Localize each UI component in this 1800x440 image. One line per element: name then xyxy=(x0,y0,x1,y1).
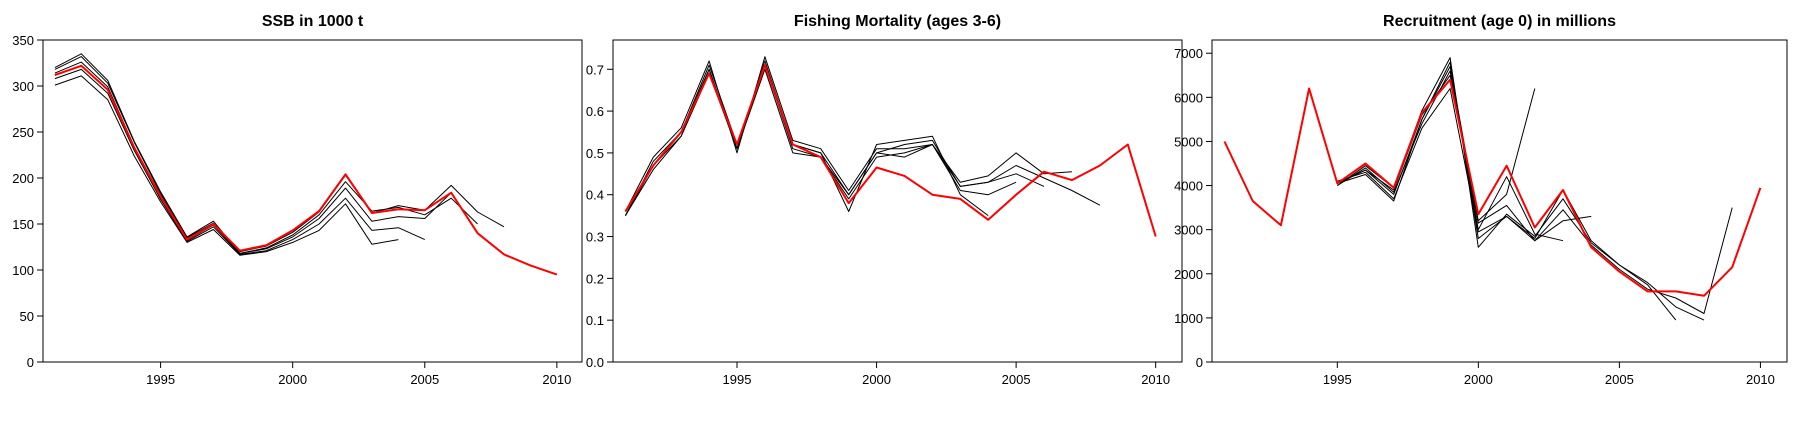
series-line-retro xyxy=(1337,74,1733,314)
series-line-retro xyxy=(1337,70,1564,242)
y-tick-label: 0.4 xyxy=(586,188,604,203)
y-tick-label: 300 xyxy=(12,79,34,94)
y-tick-label: 50 xyxy=(20,309,34,324)
y-tick-label: 0.5 xyxy=(586,146,604,161)
chart-title: SSB in 1000 t xyxy=(262,13,364,30)
chart-title: Recruitment (age 0) in millions xyxy=(1383,13,1616,30)
y-tick-label: 5000 xyxy=(1174,134,1203,149)
chart-2: Fishing Mortality (ages 3-6) 0.0 0.1 0.2 0.3… xyxy=(586,13,1183,387)
x-tick-label: 2010 xyxy=(542,372,571,387)
series-line-retro xyxy=(54,56,505,253)
y-tick-label: 0.6 xyxy=(586,104,604,119)
y-tick-label: 0.2 xyxy=(586,271,604,286)
y-tick-label: 7000 xyxy=(1174,46,1203,61)
y-tick-label: 1000 xyxy=(1174,311,1203,326)
series-line-retro xyxy=(624,56,1072,212)
series-line-retro xyxy=(624,60,1101,216)
x-tick-label: 1995 xyxy=(1323,372,1352,387)
series-line-current xyxy=(1223,78,1762,297)
series-line-retro xyxy=(54,53,478,254)
y-tick-label: 150 xyxy=(12,217,34,232)
y-tick-label: 4000 xyxy=(1174,179,1203,194)
series-line-retro xyxy=(624,64,1017,216)
x-tick-label: 2010 xyxy=(1746,372,1775,387)
x-tick-label: 2010 xyxy=(1141,372,1170,387)
x-tick-label: 1995 xyxy=(723,372,752,387)
series-line-retro xyxy=(624,64,989,217)
chart-3: Recruitment (age 0) in millions 0 1000 2000… xyxy=(1174,13,1788,387)
series-line-retro xyxy=(54,75,399,256)
chart-1: SSB in 1000 t 0 50 100 150 200 250 300 350 1995 20… xyxy=(12,13,583,387)
y-tick-label: 250 xyxy=(12,125,34,140)
series-line-retro xyxy=(54,61,452,254)
y-tick-label: 0 xyxy=(27,355,34,370)
series-line-retro xyxy=(54,68,426,255)
x-tick-label: 1995 xyxy=(146,372,175,387)
x-tick-label: 2005 xyxy=(1002,372,1031,387)
series-line-retro xyxy=(1337,88,1677,321)
y-tick-label: 0.0 xyxy=(586,355,604,370)
series-line-current xyxy=(624,64,1157,237)
y-tick-label: 0.7 xyxy=(586,62,604,77)
series-line-retro xyxy=(1337,66,1536,222)
x-tick-label: 2005 xyxy=(1605,372,1634,387)
plot-frame xyxy=(42,39,583,363)
y-tick-label: 0.1 xyxy=(586,313,604,328)
x-tick-label: 2000 xyxy=(862,372,891,387)
series-line-current xyxy=(54,64,558,276)
x-tick-label: 2005 xyxy=(410,372,439,387)
chart-title: Fishing Mortality (ages 3-6) xyxy=(794,13,1001,30)
y-tick-label: 3000 xyxy=(1174,223,1203,238)
plot-frame xyxy=(612,39,1183,363)
y-tick-label: 200 xyxy=(12,171,34,186)
y-tick-label: 0 xyxy=(1196,355,1203,370)
x-tick-label: 2000 xyxy=(1464,372,1493,387)
x-tick-label: 2000 xyxy=(278,372,307,387)
y-tick-label: 350 xyxy=(12,33,34,48)
y-tick-label: 2000 xyxy=(1174,267,1203,282)
y-tick-label: 100 xyxy=(12,263,34,278)
y-tick-label: 0.3 xyxy=(586,230,604,245)
plot-frame xyxy=(1211,39,1788,363)
y-tick-label: 6000 xyxy=(1174,90,1203,105)
